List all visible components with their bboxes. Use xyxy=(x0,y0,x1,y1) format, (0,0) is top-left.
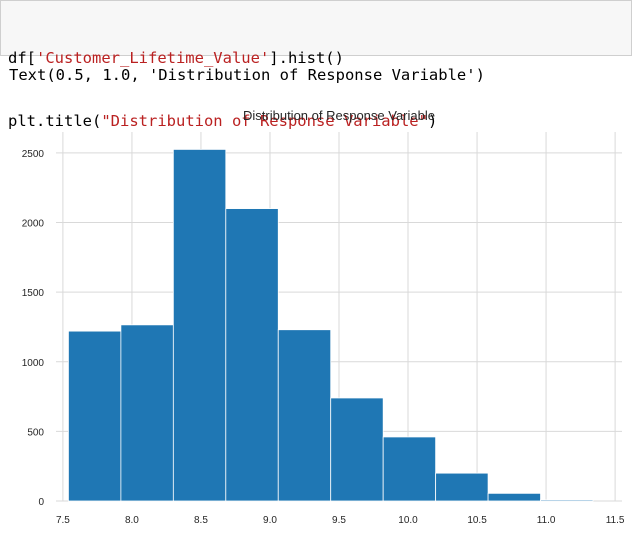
histogram-bar xyxy=(225,208,279,502)
histogram-bar xyxy=(435,472,489,502)
histogram-bar xyxy=(120,324,174,502)
x-tick-label: 11.5 xyxy=(606,515,625,526)
histogram-bar xyxy=(172,149,227,502)
bars-layer xyxy=(68,149,594,502)
cell-output-text: Text(0.5, 1.0, 'Distribution of Response… xyxy=(9,66,485,84)
y-tick-label: 1500 xyxy=(22,288,45,299)
x-tick-label: 7.5 xyxy=(56,515,70,526)
code-line-2: plt.title("Distribution of Response Vari… xyxy=(8,112,438,130)
histogram-bar xyxy=(540,499,594,502)
code-cell-input[interactable]: df['Customer_Lifetime_Value'].hist() plt… xyxy=(0,0,632,130)
x-tick-label: 8.5 xyxy=(194,515,208,526)
chart-title: Distribution of Response Variable xyxy=(243,108,435,123)
y-tick-label: 1000 xyxy=(22,358,45,369)
x-tick-label: 10.5 xyxy=(467,515,487,526)
x-tick-label: 10.0 xyxy=(398,515,418,526)
x-tick-label: 11.0 xyxy=(537,515,556,526)
code-line-1: df['Customer_Lifetime_Value'].hist() xyxy=(8,49,344,67)
histogram-bar xyxy=(330,397,384,502)
y-axis-ticks: 0 500 1000 1500 2000 2500 xyxy=(22,149,45,508)
histogram-chart: Distribution of Response Variable 0 500 10… xyxy=(22,108,625,526)
x-tick-label: 8.0 xyxy=(125,515,139,526)
y-tick-label: 2000 xyxy=(22,219,45,230)
y-tick-label: 0 xyxy=(38,497,44,508)
histogram-bar xyxy=(487,492,541,502)
x-axis-ticks: 7.5 8.0 8.5 9.0 9.5 10.0 10.5 11.0 11.5 xyxy=(56,515,625,526)
histogram-bar xyxy=(68,330,122,502)
x-tick-label: 9.0 xyxy=(263,515,277,526)
y-tick-label: 2500 xyxy=(22,149,45,160)
histogram-bar xyxy=(277,329,332,502)
histogram-bar xyxy=(382,436,437,502)
x-tick-label: 9.5 xyxy=(332,515,346,526)
y-tick-label: 500 xyxy=(27,427,44,438)
